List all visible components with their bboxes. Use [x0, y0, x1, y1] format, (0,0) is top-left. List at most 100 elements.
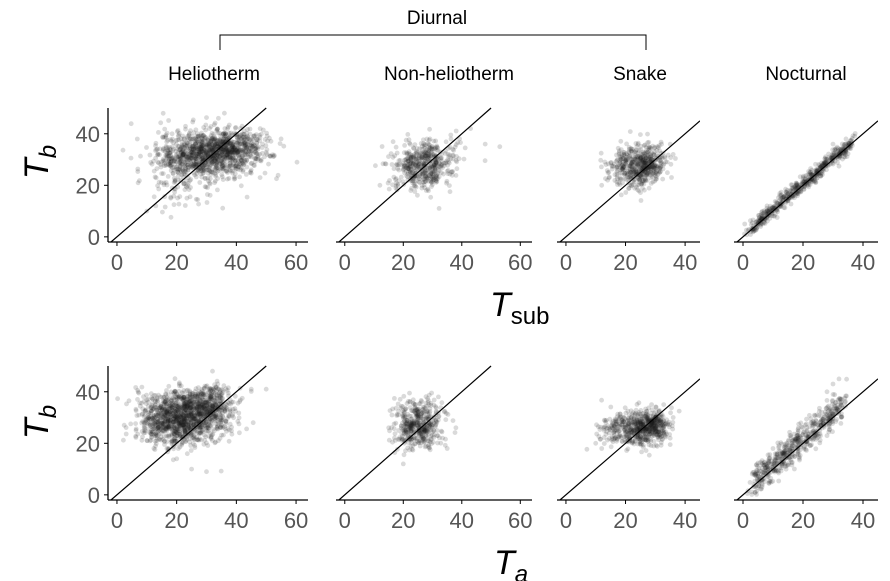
data-point [657, 148, 662, 154]
data-point [197, 397, 203, 403]
data-point [450, 169, 456, 174]
data-point [213, 421, 219, 427]
data-point [409, 420, 415, 426]
data-point [233, 125, 238, 131]
data-point [394, 150, 400, 156]
data-point [214, 396, 220, 402]
data-point [214, 418, 220, 423]
data-point [636, 176, 642, 182]
data-point [643, 155, 649, 161]
data-point [196, 408, 202, 413]
data-point [407, 420, 412, 426]
data-point [618, 163, 624, 168]
data-point [255, 146, 261, 152]
data-point [609, 164, 615, 170]
data-point [172, 413, 178, 418]
data-point [430, 152, 436, 158]
data-point [779, 197, 785, 203]
data-point [605, 161, 611, 167]
data-point [188, 415, 194, 420]
data-point [640, 179, 645, 185]
data-point [238, 167, 243, 173]
data-point [230, 147, 236, 152]
data-point [187, 145, 193, 151]
data-point [154, 147, 159, 153]
data-point [156, 437, 162, 442]
data-point [215, 141, 221, 147]
data-point [258, 157, 264, 162]
data-point [199, 391, 204, 397]
data-point [422, 142, 427, 148]
data-point [210, 404, 215, 410]
data-point [177, 167, 183, 173]
data-point [631, 168, 636, 174]
data-point [228, 141, 233, 147]
data-point [651, 164, 657, 170]
data-point [167, 151, 173, 157]
data-point [204, 399, 210, 405]
data-point [174, 395, 180, 401]
data-point [222, 424, 228, 429]
data-point [209, 145, 215, 151]
data-point [254, 151, 260, 157]
data-point [202, 166, 207, 172]
data-point [194, 406, 200, 412]
data-point [166, 432, 172, 438]
data-point [642, 177, 648, 183]
data-point [214, 141, 219, 147]
data-point [411, 422, 417, 428]
data-point [767, 203, 773, 209]
data-point [133, 433, 139, 439]
data-point [437, 435, 442, 441]
data-point [165, 397, 171, 403]
data-point [207, 402, 213, 408]
data-point [206, 149, 212, 155]
data-point [201, 158, 207, 164]
data-point [182, 203, 188, 208]
data-point [190, 162, 195, 167]
data-point [171, 422, 177, 428]
data-point [396, 409, 401, 414]
data-point [249, 140, 255, 146]
data-point [638, 163, 644, 169]
data-point [217, 435, 223, 441]
data-point [201, 151, 207, 157]
data-point [186, 133, 192, 138]
data-point [759, 212, 765, 218]
data-point [620, 162, 625, 168]
data-point [229, 145, 235, 151]
data-point [411, 421, 417, 427]
data-point [198, 146, 203, 152]
data-point [428, 421, 434, 427]
data-point [260, 150, 265, 156]
data-point [184, 403, 190, 409]
data-point [622, 153, 628, 159]
data-point [226, 401, 232, 406]
data-point [197, 415, 202, 421]
data-point [165, 416, 171, 422]
data-point [184, 155, 190, 161]
data-point [406, 137, 412, 143]
data-point [432, 146, 438, 151]
data-point [419, 150, 424, 156]
data-point [423, 425, 429, 431]
data-point [628, 163, 633, 169]
data-point [223, 421, 229, 426]
data-point [636, 160, 642, 166]
data-point [423, 150, 429, 155]
data-point [181, 395, 187, 400]
data-point [179, 419, 184, 425]
data-point [208, 157, 214, 163]
data-point [604, 168, 610, 174]
data-point [411, 165, 417, 171]
data-point [622, 172, 627, 178]
data-point [294, 159, 300, 165]
data-point [199, 148, 205, 154]
data-point [248, 146, 254, 151]
data-point [792, 184, 797, 190]
data-point [627, 169, 633, 175]
data-point [189, 392, 195, 398]
data-point [418, 417, 423, 423]
data-point [224, 152, 230, 158]
data-point [430, 177, 436, 183]
